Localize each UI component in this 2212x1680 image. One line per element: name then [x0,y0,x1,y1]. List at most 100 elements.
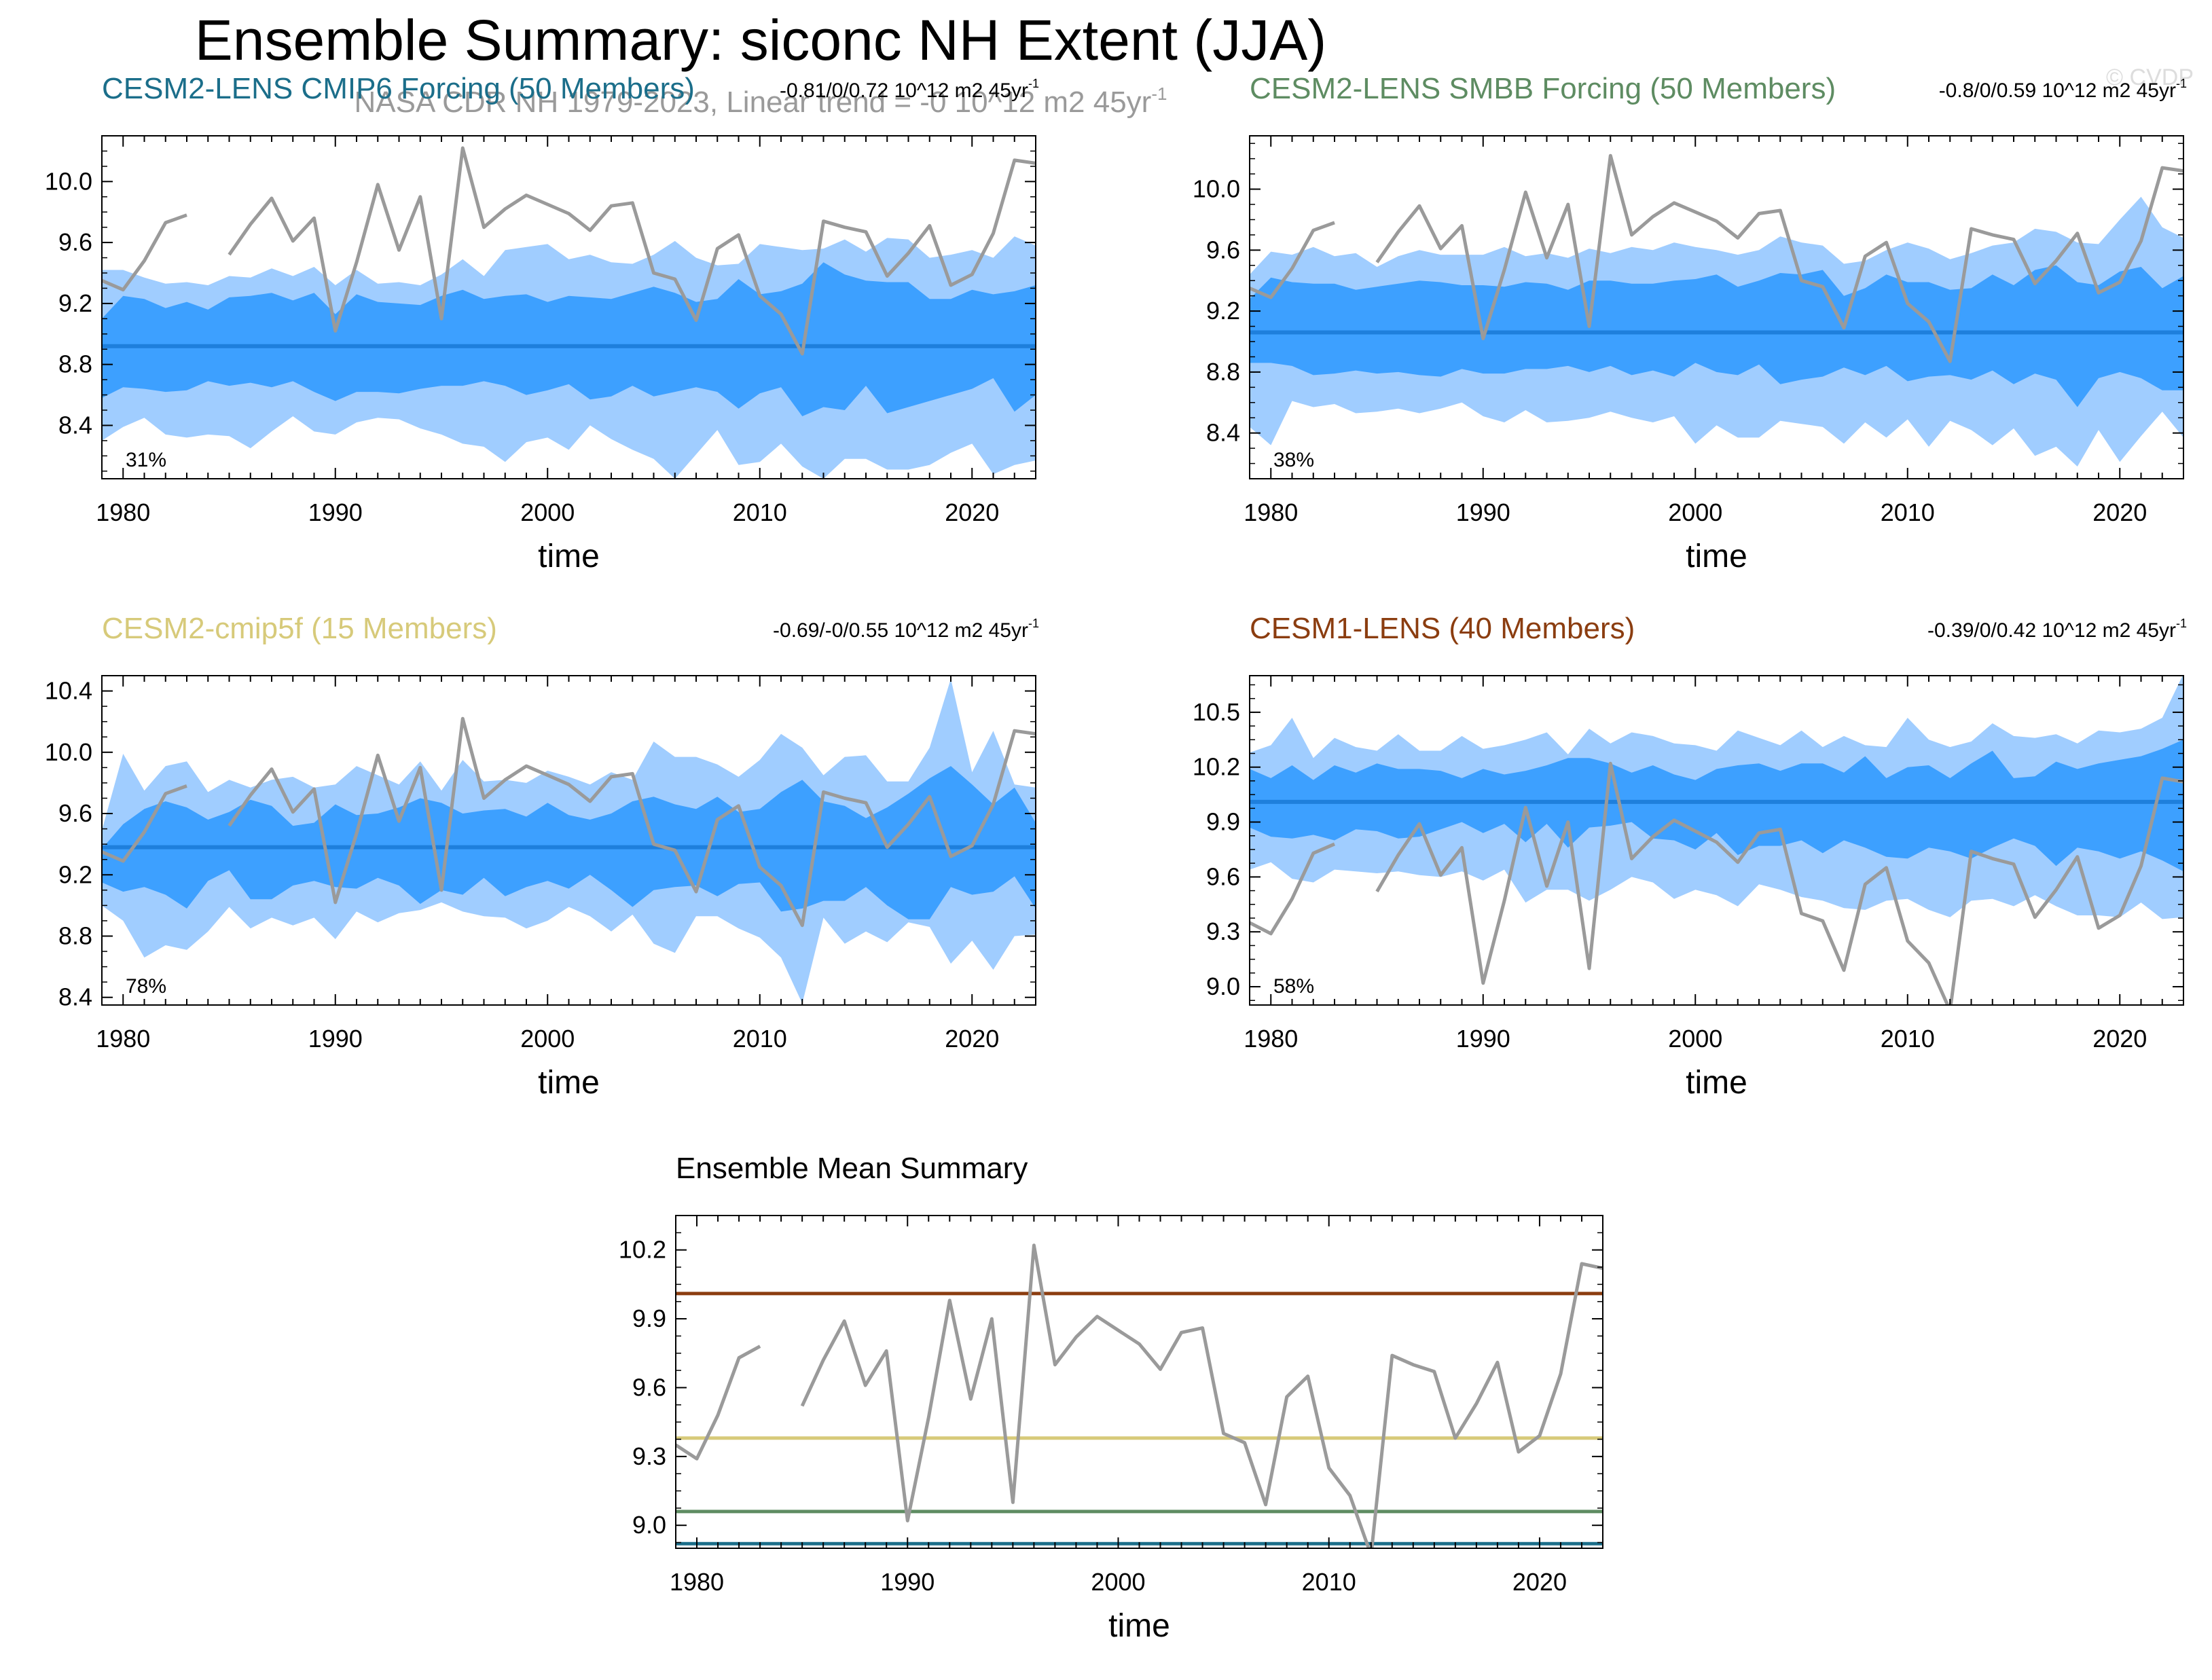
y-tick-label: 10.5 [1193,698,1240,726]
x-tick-label: 1990 [308,498,363,526]
trend-text: -0.69/-0/0.55 10^12 m2 45yr [773,619,1028,642]
x-tick-label: 1990 [308,1025,363,1053]
x-tick-label: 2010 [1881,1025,1935,1053]
y-tick-label: 9.3 [1206,917,1240,945]
trend-sup: -1 [2176,617,2187,630]
observation-line [1250,153,2183,363]
y-tick-label: 9.0 [1206,972,1240,1000]
plot-area [1250,153,2183,467]
x-tick-label: 2020 [945,1025,999,1053]
trend-label: -0.81/0/0.72 10^12 m2 45yr-1 [780,77,1039,102]
y-tick-label: 10.0 [45,167,92,195]
x-axis-label: time [538,538,600,574]
panel-p4: CESM1-LENS (40 Members) -0.39/0/0.42 10^1… [1193,612,2187,1101]
y-tick-label: 8.8 [1206,358,1240,386]
y-tick-label: 8.4 [1206,419,1240,447]
panel-title: CESM2-LENS SMBB Forcing (50 Members) [1250,72,1836,105]
spread-band-inner [102,766,1036,919]
y-tick-label: 9.6 [58,799,92,827]
panel-title: CESM1-LENS (40 Members) [1250,612,1635,645]
x-tick-label: 2000 [520,1025,575,1053]
subtitle-text: NASA CDR NH 1979-2023, Linear trend = -0… [355,86,1152,119]
watermark: © CVDP [2106,65,2194,90]
x-tick-label: 2000 [1668,498,1722,526]
figure-subtitle: NASA CDR NH 1979-2023, Linear trend = -0… [355,84,1167,119]
y-tick-label: 8.8 [58,350,92,378]
trend-label: -0.39/0/0.42 10^12 m2 45yr-1 [1927,617,2187,642]
observation-line [102,146,1036,356]
y-tick-label: 9.9 [1206,808,1240,836]
plot-area [102,678,1036,1004]
x-tick-label: 2000 [520,498,575,526]
x-axis-label: time [1686,538,1747,574]
panel-title: Ensemble Mean Summary [676,1152,1028,1185]
panel-title: CESM2-LENS CMIP6 Forcing (50 Members) [102,72,695,105]
panel-p5: Ensemble Mean Summary 1980 1990 2000 2010 202… [619,1152,1603,1644]
trend-text: -0.81/0/0.72 10^12 m2 45yr [780,79,1028,102]
observation-line [676,1243,1603,1548]
x-tick-label: 2010 [733,1025,787,1053]
observation-line [1250,761,2183,1005]
x-tick-label: 2010 [733,498,787,526]
x-tick-label: 2000 [1091,1568,1145,1596]
y-tick-label: 9.2 [58,289,92,317]
trend-label: -0.69/-0/0.55 10^12 m2 45yr-1 [773,617,1039,642]
trend-text: -0.8/0/0.59 10^12 m2 45yr [1939,79,2176,102]
trend-label: -0.8/0/0.59 10^12 m2 45yr-1 [1939,77,2187,102]
trend-text: -0.39/0/0.42 10^12 m2 45yr [1927,619,2176,642]
x-axis-label: time [1108,1608,1170,1644]
y-tick-label: 8.8 [58,921,92,949]
y-tick-label: 10.2 [1193,753,1240,781]
x-tick-label: 1980 [96,498,150,526]
x-tick-label: 1990 [1456,498,1510,526]
y-tick-label: 10.2 [619,1236,666,1264]
x-tick-label: 2020 [945,498,999,526]
y-tick-label: 10.0 [45,738,92,766]
plot-area [676,1243,1603,1548]
spread-band-inner [1250,265,2183,407]
trend-sup: -1 [1028,617,1039,630]
y-tick-label: 9.6 [58,228,92,256]
panel-title: CESM2-cmip5f (15 Members) [102,612,497,645]
x-tick-label: 1980 [670,1568,724,1596]
x-tick-label: 1980 [96,1025,150,1053]
y-tick-label: 9.6 [1206,236,1240,263]
y-tick-label: 9.0 [632,1511,666,1539]
y-tick-label: 8.4 [58,411,92,439]
panel-p1: CESM2-LENS CMIP6 Forcing (50 Members) -0.… [45,72,1039,574]
x-tick-label: 2020 [2092,498,2147,526]
y-tick-label: 9.9 [632,1304,666,1332]
percent-label: 58% [1273,975,1314,998]
plot-area [1250,676,2183,1005]
y-tick-label: 9.2 [1206,297,1240,325]
percent-label: 78% [126,975,166,998]
trend-sup: -1 [2176,77,2187,90]
x-tick-label: 2020 [2092,1025,2147,1053]
x-tick-label: 1980 [1244,498,1298,526]
trend-sup: -1 [1028,77,1039,90]
x-tick-label: 2000 [1668,1025,1722,1053]
y-tick-label: 10.4 [45,677,92,705]
x-axis-label: time [1686,1065,1747,1101]
y-tick-label: 9.6 [632,1373,666,1401]
spread-band-inner [1250,739,2183,872]
spread-band-inner [102,262,1036,416]
x-axis-label: time [538,1065,600,1101]
x-tick-label: 2020 [1512,1568,1567,1596]
x-tick-label: 1990 [1456,1025,1510,1053]
y-tick-label: 8.4 [58,983,92,1011]
x-tick-label: 1980 [1244,1025,1298,1053]
y-tick-label: 9.6 [1206,862,1240,890]
percent-label: 31% [126,449,166,471]
y-tick-label: 10.0 [1193,175,1240,203]
figure-title: Ensemble Summary: siconc NH Extent (JJA) [195,8,1326,72]
y-tick-label: 9.3 [632,1442,666,1470]
subtitle-sup: -1 [1151,84,1167,104]
x-tick-label: 2010 [1302,1568,1356,1596]
y-tick-label: 9.2 [58,860,92,888]
panel-p2: CESM2-LENS SMBB Forcing (50 Members) -0.8… [1193,72,2187,574]
plot-area [102,146,1036,479]
x-tick-label: 2010 [1881,498,1935,526]
x-tick-label: 1990 [880,1568,935,1596]
